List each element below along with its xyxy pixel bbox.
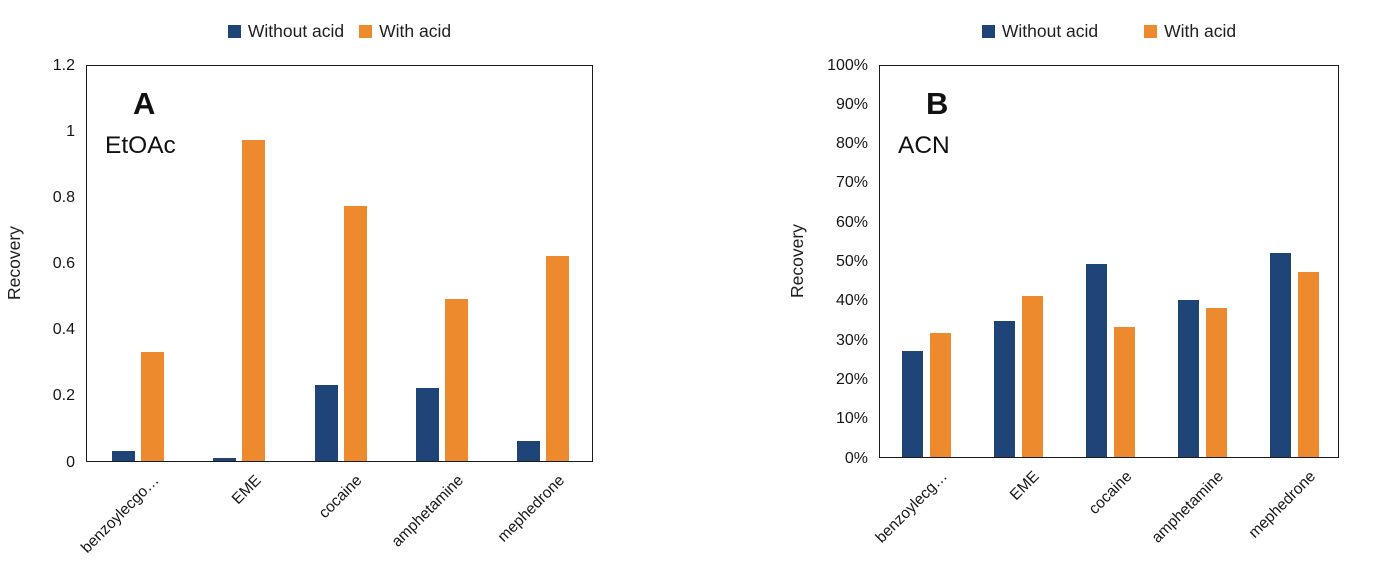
plot-area-a: A EtOAc — [86, 65, 593, 462]
legend-item-without-acid: Without acid — [981, 20, 1099, 42]
bar-with-acid-mephedrone — [546, 255, 570, 461]
legend-label-without-acid: Without acid — [1001, 20, 1099, 41]
x-tick-label-amphetamine: amphetamine — [388, 472, 467, 551]
y-tick-label: 40% — [835, 292, 868, 310]
x-tick-label-benzoylecgo: benzoylecgo… — [78, 472, 163, 557]
y-tick-label: 1.2 — [52, 56, 75, 74]
legend-swatch-without-acid — [981, 24, 995, 38]
panel-letter-a: A — [133, 86, 156, 121]
bar-with-acid-benzoylecg — [929, 333, 951, 457]
x-tick-label-eme: EME — [228, 472, 265, 508]
bar-without-acid-amphetamine — [1177, 299, 1199, 457]
panel-b: Without acid With acid Recovery B ACN 100… — [688, 0, 1375, 570]
y-tick-label: 0.8 — [52, 188, 75, 206]
legend-swatch-without-acid — [227, 24, 241, 38]
panel-a: Without acid With acid Recovery A EtOAc 1… — [4, 20, 593, 557]
x-tick-label-mephedrone: mephedrone — [1245, 468, 1320, 542]
x-tick-label-amphetamine: amphetamine — [1148, 468, 1228, 547]
bar-without-acid-cocaine — [314, 384, 338, 461]
x-tick-label-benzoylecg: benzoylecg… — [872, 468, 952, 547]
bar-with-acid-eme — [242, 140, 266, 461]
legend-b: Without acid With acid — [879, 20, 1339, 42]
solvent-label-etoac: EtOAc — [105, 132, 176, 159]
y-tick-label: 0 — [66, 453, 75, 471]
x-tick-label-mephedrone: mephedrone — [494, 472, 569, 546]
y-tick-label: 70% — [835, 174, 868, 192]
y-tick-label: 1 — [66, 122, 75, 140]
bar-without-acid-amphetamine — [415, 388, 439, 461]
y-tick-label: 10% — [835, 410, 868, 428]
bar-with-acid-amphetamine — [444, 298, 468, 461]
legend-a: Without acid With acid — [86, 20, 593, 42]
plot-area-b: B ACN — [879, 65, 1339, 458]
bar-without-acid-benzoylecgo — [111, 451, 135, 461]
panel-letter-b: B — [926, 86, 949, 121]
legend-label-with-acid: With acid — [379, 20, 452, 41]
bar-with-acid-eme — [1021, 295, 1043, 457]
legend-swatch-with-acid — [359, 24, 373, 38]
y-tick-label: 0.6 — [52, 255, 75, 272]
bar-without-acid-mephedrone — [517, 441, 541, 461]
bar-with-acid-amphetamine — [1205, 307, 1227, 457]
x-tick-label-cocaine: cocaine — [315, 472, 366, 522]
bar-with-acid-benzoylecgo — [140, 351, 164, 461]
legend-swatch-with-acid — [1144, 24, 1158, 38]
bar-with-acid-cocaine — [1113, 327, 1135, 457]
legend-item-with-acid: With acid — [359, 21, 451, 42]
legend-label-without-acid: Without acid — [247, 20, 345, 41]
legend-item-with-acid: With acid — [1144, 21, 1236, 42]
y-tick-label: 20% — [835, 370, 868, 388]
solvent-label-acn: ACN — [898, 132, 950, 159]
y-tick-label: 0.4 — [52, 321, 75, 339]
y-tick-label: 0.2 — [52, 387, 75, 405]
bar-with-acid-cocaine — [343, 206, 367, 461]
bar-without-acid-cocaine — [1085, 264, 1107, 457]
legend-item-without-acid: Without acid — [227, 20, 345, 42]
bar-without-acid-eme — [993, 321, 1015, 457]
bar-with-acid-mephedrone — [1297, 272, 1319, 457]
y-tick-label: 100% — [827, 56, 868, 74]
bar-without-acid-benzoylecg — [901, 350, 923, 457]
y-tick-label: 90% — [835, 95, 868, 113]
x-tick-label-eme: EME — [1007, 468, 1044, 504]
y-tick-label: 80% — [835, 135, 868, 153]
bar-without-acid-mephedrone — [1269, 252, 1291, 457]
y-tick-label: 0% — [844, 449, 868, 467]
legend-label-with-acid: With acid — [1164, 20, 1237, 41]
y-tick-label: 30% — [835, 331, 868, 349]
bar-without-acid-eme — [213, 457, 237, 461]
y-tick-label: 60% — [835, 213, 868, 231]
y-tick-label: 50% — [835, 253, 868, 270]
x-tick-label-cocaine: cocaine — [1085, 468, 1136, 518]
